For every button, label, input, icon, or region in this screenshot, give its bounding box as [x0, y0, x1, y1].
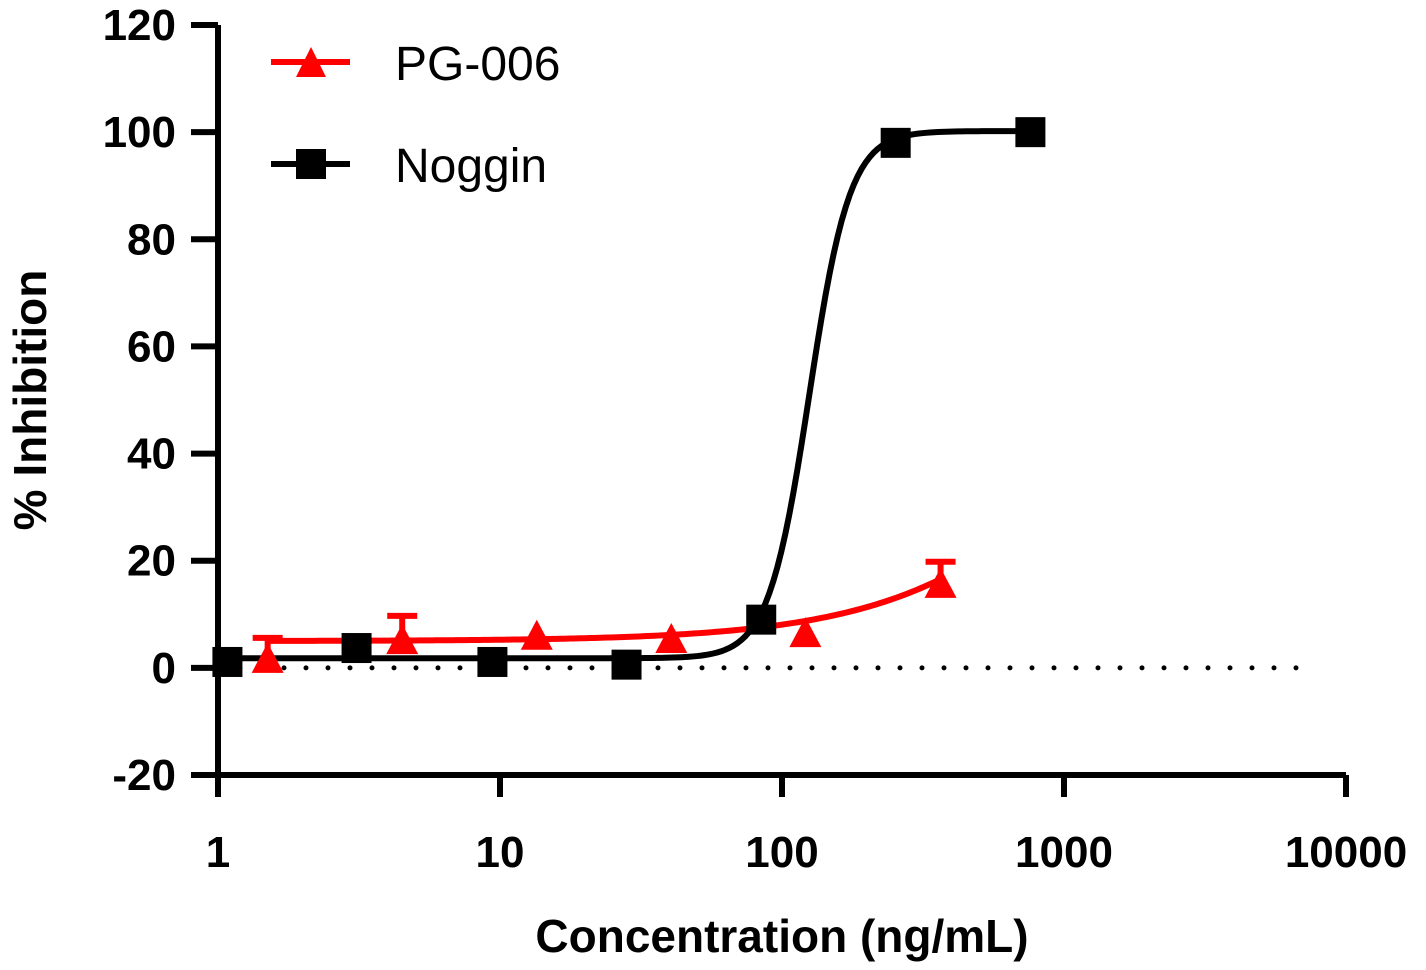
x-tick-label: 1000 — [1015, 828, 1113, 877]
data-point-pg006 — [924, 567, 957, 598]
data-point-noggin — [611, 649, 642, 680]
x-tick-label: 10000 — [1285, 828, 1407, 877]
y-tick-label: -20 — [112, 751, 176, 800]
data-point-pg006 — [520, 619, 553, 650]
legend-square-icon — [296, 149, 326, 179]
x-tick-label: 100 — [745, 828, 818, 877]
data-point-noggin — [341, 633, 372, 664]
y-tick-label: 40 — [127, 430, 176, 479]
y-tick-label: 120 — [103, 1, 176, 50]
fit-curve-noggin — [227, 128, 1031, 662]
data-point-noggin — [1015, 117, 1046, 148]
data-point-noggin — [880, 127, 911, 158]
data-point-noggin — [477, 646, 508, 677]
fit-curves — [227, 128, 1031, 662]
y-tick-label: 80 — [127, 215, 176, 264]
y-tick-label: 60 — [127, 322, 176, 371]
y-axis-title: % Inhibition — [4, 270, 56, 531]
data-point-pg006 — [789, 617, 822, 648]
data-markers — [212, 117, 1046, 680]
data-point-pg006 — [386, 624, 419, 655]
legend-item-noggin: Noggin — [271, 140, 547, 193]
legend-triangle-icon — [296, 47, 326, 77]
y-tick-label: 0 — [152, 644, 176, 693]
axes — [191, 22, 1349, 797]
data-point-noggin — [746, 604, 777, 635]
x-axis-title: Concentration (ng/mL) — [535, 910, 1028, 962]
legend-item-pg006: PG-006 — [271, 38, 560, 91]
x-tick-label: 10 — [476, 828, 525, 877]
legend: PG-006 Noggin — [271, 38, 560, 193]
data-point-pg006 — [251, 642, 284, 673]
x-tick-label: 1 — [206, 828, 230, 877]
legend-label-pg006: PG-006 — [395, 38, 560, 91]
fit-curve-pg006 — [267, 576, 942, 644]
data-point-noggin — [212, 646, 243, 677]
data-point-pg006 — [655, 623, 688, 653]
y-tick-label: 100 — [103, 108, 176, 157]
legend-label-noggin: Noggin — [395, 140, 547, 193]
y-tick-label: 20 — [127, 537, 176, 586]
